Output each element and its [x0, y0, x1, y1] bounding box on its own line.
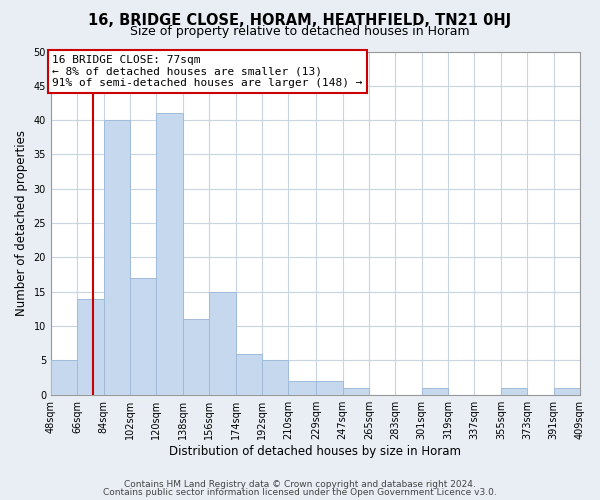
Text: 16 BRIDGE CLOSE: 77sqm
← 8% of detached houses are smaller (13)
91% of semi-deta: 16 BRIDGE CLOSE: 77sqm ← 8% of detached …: [52, 55, 363, 88]
Bar: [422, 388, 448, 394]
Text: Size of property relative to detached houses in Horam: Size of property relative to detached ho…: [130, 25, 470, 38]
Text: 16, BRIDGE CLOSE, HORAM, HEATHFIELD, TN21 0HJ: 16, BRIDGE CLOSE, HORAM, HEATHFIELD, TN2…: [88, 12, 512, 28]
Bar: [343, 388, 369, 394]
Bar: [236, 354, 262, 395]
Bar: [554, 388, 580, 394]
Bar: [209, 292, 236, 395]
Bar: [104, 120, 130, 394]
X-axis label: Distribution of detached houses by size in Horam: Distribution of detached houses by size …: [169, 444, 461, 458]
Bar: [316, 381, 343, 394]
Bar: [157, 114, 183, 394]
Bar: [183, 319, 209, 394]
Bar: [77, 298, 104, 394]
Text: Contains HM Land Registry data © Crown copyright and database right 2024.: Contains HM Land Registry data © Crown c…: [124, 480, 476, 489]
Y-axis label: Number of detached properties: Number of detached properties: [15, 130, 28, 316]
Bar: [501, 388, 527, 394]
Bar: [289, 381, 316, 394]
Bar: [130, 278, 157, 394]
Bar: [262, 360, 289, 394]
Text: Contains public sector information licensed under the Open Government Licence v3: Contains public sector information licen…: [103, 488, 497, 497]
Bar: [51, 360, 77, 394]
